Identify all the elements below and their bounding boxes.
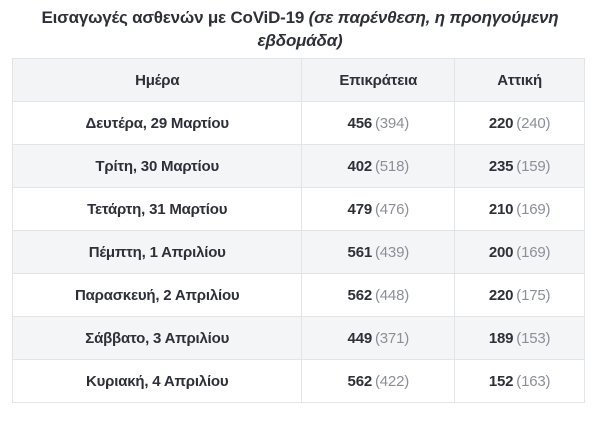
attiki-cell: 220240 (454, 101, 585, 145)
table-row: Δευτέρα, 29 Μαρτίου 456394 220240 (11, 101, 585, 145)
previous-week-value: 169 (516, 244, 550, 261)
previous-week-value: 371 (375, 330, 409, 347)
epikrateia-cell: 456394 (301, 101, 456, 145)
attiki-cell: 189153 (454, 316, 585, 360)
column-header-epikrateia: Επικράτεια (301, 58, 456, 102)
day-cell: Τετάρτη, 31 Μαρτίου (11, 187, 303, 231)
day-cell: Δευτέρα, 29 Μαρτίου (11, 101, 303, 145)
day-cell: Παρασκευή, 2 Απριλίου (11, 273, 303, 317)
current-value: 562 (347, 286, 373, 304)
column-header-attiki: Αττική (454, 58, 585, 102)
epikrateia-cell: 479476 (301, 187, 456, 231)
table-row: Παρασκευή, 2 Απριλίου 562448 220175 (11, 273, 585, 317)
title-main: Εισαγωγές ασθενών με CoViD-19 (41, 8, 305, 27)
current-value: 402 (347, 157, 373, 175)
current-value: 561 (347, 243, 373, 261)
day-cell: Κυριακή, 4 Απριλίου (11, 359, 303, 403)
current-value: 220 (488, 286, 514, 304)
current-value: 235 (488, 157, 514, 175)
previous-week-value: 169 (516, 201, 550, 218)
admissions-table: Ημέρα Επικράτεια Αττική Δευτέρα, 29 Μαρτ… (11, 58, 585, 403)
page-title: Εισαγωγές ασθενών με CoViD-19 (σε παρένθ… (0, 0, 600, 53)
attiki-cell: 200169 (454, 230, 585, 274)
epikrateia-cell: 562422 (301, 359, 456, 403)
table-row: Τρίτη, 30 Μαρτίου 402518 235159 (11, 144, 585, 188)
attiki-cell: 235159 (454, 144, 585, 188)
table-header-row: Ημέρα Επικράτεια Αττική (11, 58, 585, 102)
day-cell: Σάββατο, 3 Απριλίου (11, 316, 303, 360)
current-value: 449 (347, 329, 373, 347)
table-row: Τετάρτη, 31 Μαρτίου 479476 210169 (11, 187, 585, 231)
current-value: 210 (488, 200, 514, 218)
epikrateia-cell: 449371 (301, 316, 456, 360)
column-header-day: Ημέρα (11, 58, 303, 102)
attiki-cell: 220175 (454, 273, 585, 317)
current-value: 200 (488, 243, 514, 261)
previous-week-value: 439 (375, 244, 409, 261)
previous-week-value: 422 (375, 373, 409, 390)
previous-week-value: 518 (375, 158, 409, 175)
table-row: Κυριακή, 4 Απριλίου 562422 152163 (11, 359, 585, 403)
current-value: 479 (347, 200, 373, 218)
table-row: Σάββατο, 3 Απριλίου 449371 189153 (11, 316, 585, 360)
previous-week-value: 163 (516, 373, 550, 390)
previous-week-value: 240 (516, 115, 550, 132)
previous-week-value: 476 (375, 201, 409, 218)
previous-week-value: 153 (516, 330, 550, 347)
epikrateia-cell: 402518 (301, 144, 456, 188)
title-note: (σε παρένθεση, η προηγούμενη εβδομάδα) (257, 8, 559, 50)
day-cell: Πέμπτη, 1 Απριλίου (11, 230, 303, 274)
attiki-cell: 210169 (454, 187, 585, 231)
attiki-cell: 152163 (454, 359, 585, 403)
previous-week-value: 159 (516, 158, 550, 175)
table-row: Πέμπτη, 1 Απριλίου 561439 200169 (11, 230, 585, 274)
previous-week-value: 394 (375, 115, 409, 132)
current-value: 220 (488, 114, 514, 132)
current-value: 189 (488, 329, 514, 347)
current-value: 152 (488, 372, 514, 390)
previous-week-value: 175 (516, 287, 550, 304)
previous-week-value: 448 (375, 287, 409, 304)
current-value: 456 (347, 114, 373, 132)
epikrateia-cell: 562448 (301, 273, 456, 317)
epikrateia-cell: 561439 (301, 230, 456, 274)
current-value: 562 (347, 372, 373, 390)
day-cell: Τρίτη, 30 Μαρτίου (11, 144, 303, 188)
